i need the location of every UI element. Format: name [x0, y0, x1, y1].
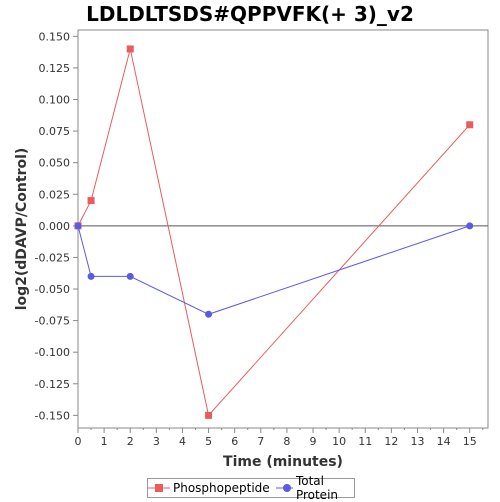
plot-frame [77, 29, 489, 429]
x-tick-label: 13 [410, 435, 424, 448]
x-axis-title: Time (minutes) [223, 454, 343, 470]
y-tick-label: 0.125 [39, 62, 71, 75]
y-tick-label: 0.075 [39, 125, 71, 138]
y-tick-label: -0.150 [35, 409, 70, 422]
data-point [126, 272, 134, 280]
x-axis: 0 1 2 3 4 5 6 7 8 9 10 11 12 13 14 15 [75, 428, 484, 448]
chart-title: LDLDLTSDS#QPPVFK(+ 3)_v2 [86, 2, 414, 26]
y-tick-label: -0.125 [35, 378, 70, 391]
data-point [126, 45, 134, 53]
legend-label-phosphopeptide: Phosphopeptide [173, 481, 270, 495]
legend-item-total-protein: Total Protein [275, 474, 354, 502]
y-axis-title: log2(dDAVP/Control) [14, 148, 30, 311]
data-point [205, 411, 213, 419]
plot-area [77, 29, 489, 429]
data-point [87, 197, 95, 205]
y-tick-label: -0.050 [35, 283, 70, 296]
x-tick-label: 10 [332, 435, 346, 448]
y-tick-label: 0.000 [39, 220, 71, 233]
x-tick-label: 2 [127, 435, 134, 448]
x-tick-label: 12 [384, 435, 398, 448]
y-tick-label: 0.100 [39, 93, 71, 106]
y-axis: 0.150 0.125 0.100 0.075 0.050 0.025 0.000 -0.02… [35, 30, 78, 422]
series-layer [74, 45, 474, 419]
x-tick-label: 0 [75, 435, 82, 448]
x-tick-label: 7 [257, 435, 264, 448]
data-point [205, 310, 213, 318]
y-tick-label: -0.025 [35, 251, 70, 264]
x-tick-label: 14 [437, 435, 451, 448]
x-tick-label: 3 [153, 435, 160, 448]
x-tick-label: 15 [463, 435, 477, 448]
y-tick-label: 0.150 [39, 30, 71, 43]
legend: Phosphopeptide Total Protein [147, 474, 355, 502]
legend-square-marker-icon [148, 484, 170, 492]
x-tick-label: 9 [310, 435, 317, 448]
legend-item-phosphopeptide: Phosphopeptide [148, 481, 270, 495]
x-tick-label: 8 [283, 435, 290, 448]
legend-circle-marker-icon [275, 484, 293, 492]
y-tick-label: 0.050 [39, 157, 71, 170]
legend-label-total-protein: Total Protein [295, 474, 339, 502]
y-tick-label: -0.100 [35, 346, 70, 359]
x-tick-label: 1 [101, 435, 108, 448]
data-point [466, 222, 474, 230]
data-point [74, 222, 82, 230]
data-point [87, 272, 95, 280]
x-tick-label: 11 [358, 435, 372, 448]
y-tick-label: 0.025 [39, 188, 71, 201]
data-point [466, 121, 474, 129]
y-tick-label: -0.075 [35, 315, 70, 328]
x-tick-label: 5 [205, 435, 212, 448]
x-tick-label: 6 [231, 435, 238, 448]
x-tick-label: 4 [179, 435, 186, 448]
